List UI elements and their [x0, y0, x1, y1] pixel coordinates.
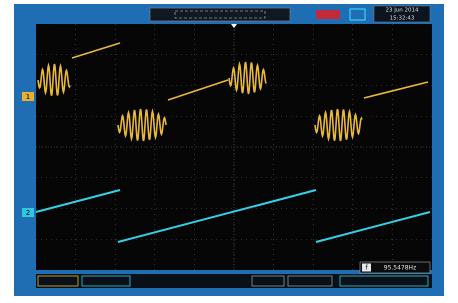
time: 15:32:43 [390, 16, 415, 22]
oscilloscope-screen: 23 Jun 2014 15:32:43 1 2 f 95.5478Hz [0, 0, 458, 303]
trigger-indicator [316, 10, 340, 19]
page: 23 Jun 2014 15:32:43 1 2 f 95.5478Hz (()… [0, 0, 458, 303]
timeline-bar [150, 8, 290, 21]
ch2-marker: 2 [26, 209, 30, 217]
frequency-value: 95.5478Hz [384, 265, 416, 272]
ch1-marker: 1 [26, 93, 30, 101]
date: 23 Jun 2014 [385, 8, 419, 14]
